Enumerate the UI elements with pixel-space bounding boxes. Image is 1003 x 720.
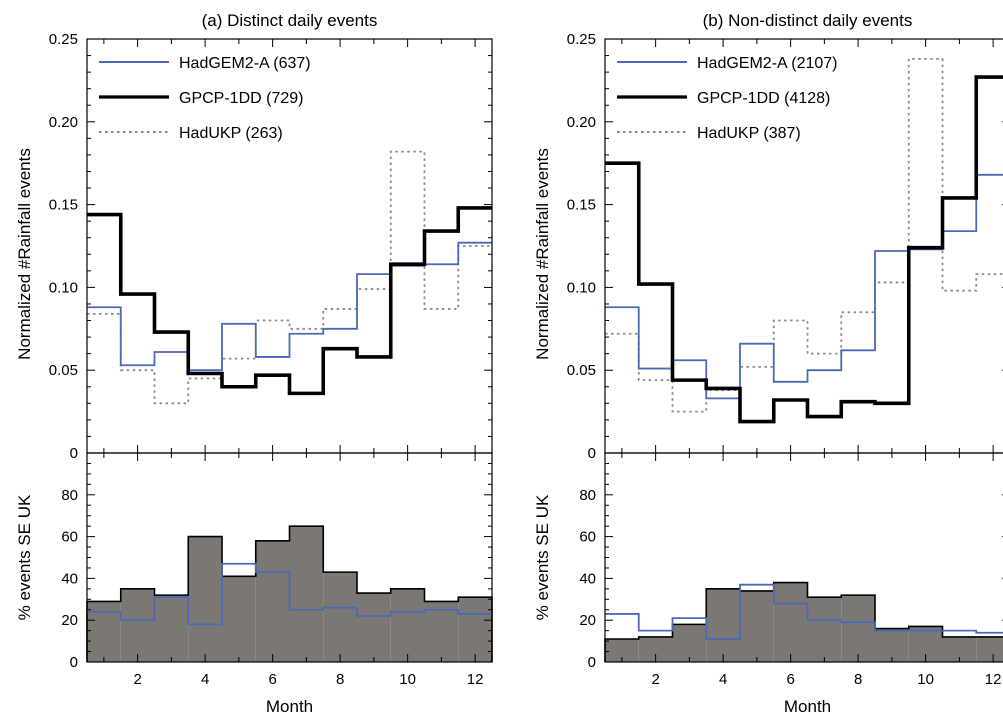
x-tick-label: 2 <box>133 671 141 688</box>
legend-label: GPCP-1DD (4128) <box>697 90 830 107</box>
x-axis-label-b: Month <box>784 697 831 716</box>
bar-month-7 <box>289 526 324 662</box>
y-tick-label: 0.20 <box>567 114 596 131</box>
bar-month-12 <box>976 636 1003 662</box>
bars-group-b <box>605 582 1003 662</box>
bar-month-1 <box>605 639 639 662</box>
y-tick-label: 60 <box>579 529 596 546</box>
y-tick-label: 0 <box>70 445 78 462</box>
series-line-3 <box>87 150 492 405</box>
y-tick-label: 20 <box>61 612 78 629</box>
y-tick-label: 80 <box>579 487 596 504</box>
y-tick-label: 0.20 <box>49 114 78 131</box>
bar-month-5 <box>222 576 256 662</box>
sebottom-line-b <box>605 583 1003 640</box>
panel-b: (b) Non-distinct daily events 2 4 6 8 10 12 Mon… <box>533 11 1003 716</box>
bars-group-a <box>87 526 492 662</box>
bar-month-8 <box>323 572 357 662</box>
y-tick-label: 0.05 <box>49 362 78 379</box>
y-tick-label: 20 <box>579 612 596 629</box>
x-tick-label: 2 <box>651 671 659 688</box>
x-tick-label: 4 <box>719 671 727 688</box>
bar-month-8 <box>841 595 875 662</box>
legend-label: HadGEM2-A (2107) <box>697 55 838 72</box>
x-tick-label: 4 <box>201 671 209 688</box>
series-line-2 <box>605 75 1003 424</box>
x-axis-label-a: Month <box>266 697 313 716</box>
x-tick-label: 8 <box>854 671 862 688</box>
x-tick-label: 8 <box>336 671 344 688</box>
x-tick-label: 10 <box>917 671 934 688</box>
chart-title-a: (a) Distinct daily events <box>202 11 378 30</box>
bar-month-6 <box>255 540 290 662</box>
y-tick-label: 0 <box>588 654 596 671</box>
bar-month-11 <box>424 601 459 662</box>
y-axis-label-top-b: Normalized #Rainfall events <box>533 148 552 360</box>
y-tick-label: 0.05 <box>567 362 596 379</box>
y-tick-label: 0.15 <box>567 197 596 214</box>
bar-month-4 <box>706 588 740 662</box>
sebottom-line-a <box>87 562 492 626</box>
y-tick-label: 60 <box>61 529 78 546</box>
legend-label: GPCP-1DD (729) <box>179 90 303 107</box>
y-tick-label: 0.15 <box>49 197 78 214</box>
bar-month-9 <box>875 628 909 662</box>
y-axis-label-top-a: Normalized #Rainfall events <box>15 148 34 360</box>
y-tick-label: 0 <box>588 445 596 462</box>
y-axis-label-bottom-a: % events SE UK <box>15 494 34 620</box>
bar-month-3 <box>672 624 707 662</box>
series-line-2 <box>87 206 492 396</box>
legend-label: HadGEM2-A (637) <box>179 55 311 72</box>
bar-month-6 <box>773 582 808 662</box>
legend-label: HadUKP (263) <box>179 125 283 142</box>
y-tick-label: 40 <box>61 570 78 587</box>
series-line-1 <box>87 241 492 372</box>
x-tick-label: 12 <box>985 671 1002 688</box>
bar-month-9 <box>357 593 391 662</box>
chart-title-b: (b) Non-distinct daily events <box>703 11 913 30</box>
y-tick-label: 0.25 <box>49 31 78 48</box>
bar-month-12 <box>458 597 492 662</box>
legend-a: HadGEM2-A (637) GPCP-1DD (729) HadUKP (263… <box>99 55 311 142</box>
bars-outline-b <box>604 581 1003 662</box>
y-tick-label: 0.10 <box>49 279 78 296</box>
bars-outline-a <box>86 525 493 662</box>
bar-month-7 <box>807 597 842 662</box>
y-tick-label: 0 <box>70 654 78 671</box>
bar-month-5 <box>740 590 774 662</box>
bar-month-4 <box>188 536 222 662</box>
legend-b: HadGEM2-A (2107) GPCP-1DD (4128) HadUKP (3… <box>617 55 838 142</box>
bar-month-3 <box>154 595 189 662</box>
y-tick-label: 0.10 <box>567 279 596 296</box>
bar-month-10 <box>390 588 425 662</box>
y-tick-label: 80 <box>61 487 78 504</box>
y-axis-label-bottom-b: % events SE UK <box>533 494 552 620</box>
x-tick-label: 6 <box>786 671 794 688</box>
x-tick-label: 12 <box>467 671 484 688</box>
x-tick-label: 10 <box>399 671 416 688</box>
legend-label: HadUKP (387) <box>697 125 801 142</box>
y-tick-label: 40 <box>579 570 596 587</box>
bar-month-1 <box>87 601 121 662</box>
y-tick-label: 0.25 <box>567 31 596 48</box>
bar-month-2 <box>120 588 155 662</box>
x-tick-label: 6 <box>268 671 276 688</box>
series-line-3 <box>605 57 1003 413</box>
panel-a: (a) Distinct daily events 2 4 6 8 10 12 Month 0.… <box>15 11 493 716</box>
